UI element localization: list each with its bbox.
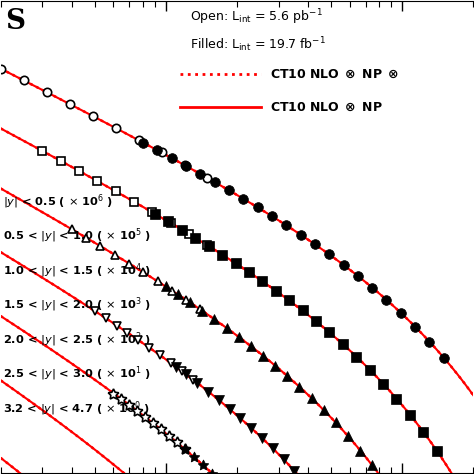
Text: 1.0 < $|y|$ < 1.5 ( $\times$ 10$^{4}$ ): 1.0 < $|y|$ < 1.5 ( $\times$ 10$^{4}$ ) <box>3 261 151 280</box>
Text: Open: L$_{\mathrm{int}}$ = 5.6 pb$^{-1}$
Filled: L$_{\mathrm{int}}$ = 19.7 fb$^{: Open: L$_{\mathrm{int}}$ = 5.6 pb$^{-1}$… <box>190 8 326 55</box>
Text: S: S <box>5 8 26 35</box>
Text: 3.2 < $|y|$ < 4.7 ( $\times$ 10$^{0}$ ): 3.2 < $|y|$ < 4.7 ( $\times$ 10$^{0}$ ) <box>3 399 150 418</box>
Text: $\mathbf{CT10\ NLO\ \otimes\ NP}$: $\mathbf{CT10\ NLO\ \otimes\ NP}$ <box>270 100 383 114</box>
Text: 2.0 < $|y|$ < 2.5 ( $\times$ 10$^{2}$ ): 2.0 < $|y|$ < 2.5 ( $\times$ 10$^{2}$ ) <box>3 330 151 349</box>
Text: $\mathbf{CT10\ NLO\ \otimes\ NP\ \otimes}$: $\mathbf{CT10\ NLO\ \otimes\ NP\ \otimes… <box>270 67 399 81</box>
Text: 2.5 < $|y|$ < 3.0 ( $\times$ 10$^{1}$ ): 2.5 < $|y|$ < 3.0 ( $\times$ 10$^{1}$ ) <box>3 365 151 383</box>
Text: 1.5 < $|y|$ < 2.0 ( $\times$ 10$^{3}$ ): 1.5 < $|y|$ < 2.0 ( $\times$ 10$^{3}$ ) <box>3 296 151 314</box>
Text: 0.5 < $|y|$ < 1.0 ( $\times$ 10$^{5}$ ): 0.5 < $|y|$ < 1.0 ( $\times$ 10$^{5}$ ) <box>3 227 151 245</box>
Text: $|y|$ < 0.5 ( $\times$ 10$^{6}$ ): $|y|$ < 0.5 ( $\times$ 10$^{6}$ ) <box>3 192 113 211</box>
